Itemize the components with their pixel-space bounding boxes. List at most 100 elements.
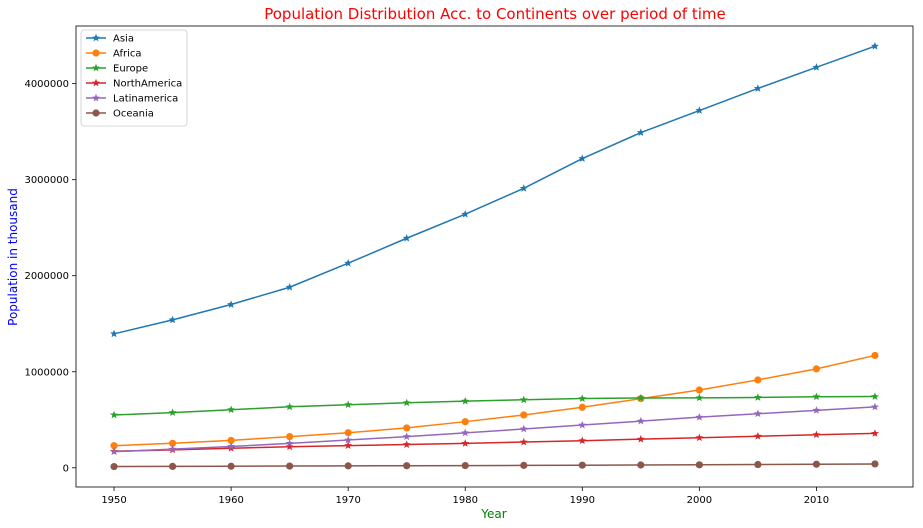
data-point-northamerica bbox=[519, 437, 528, 446]
data-point-africa bbox=[286, 432, 294, 441]
legend-label: Africa bbox=[113, 49, 142, 60]
data-point-europe bbox=[402, 398, 411, 407]
legend-box bbox=[80, 29, 188, 127]
data-point-northamerica bbox=[402, 440, 411, 448]
data-point-europe bbox=[578, 394, 587, 402]
data-point-asia bbox=[285, 283, 294, 291]
data-point-oceania bbox=[812, 460, 821, 468]
data-point-oceania bbox=[637, 461, 645, 469]
y-tick-label: 0 bbox=[63, 463, 69, 474]
data-point-oceania bbox=[403, 462, 411, 470]
y-tick-label: 3000000 bbox=[24, 175, 69, 186]
data-point-northamerica bbox=[285, 442, 294, 451]
data-point-latinamerica bbox=[870, 402, 879, 411]
x-tick-label: 1950 bbox=[101, 495, 126, 506]
data-point-latinamerica bbox=[227, 442, 236, 450]
data-point-europe bbox=[636, 393, 645, 402]
data-point-latinamerica bbox=[695, 412, 704, 421]
data-point-europe bbox=[753, 393, 762, 401]
data-point-africa bbox=[871, 351, 879, 360]
data-point-africa bbox=[403, 424, 411, 432]
data-point-asia bbox=[168, 315, 177, 324]
x-tick-label: 2010 bbox=[804, 495, 829, 506]
data-point-africa bbox=[110, 442, 118, 450]
data-point-europe bbox=[870, 392, 879, 400]
data-point-asia bbox=[578, 154, 587, 162]
data-point-europe bbox=[344, 400, 353, 409]
x-tick-label: 1970 bbox=[335, 495, 360, 506]
data-point-europe bbox=[519, 395, 528, 404]
data-point-africa bbox=[520, 411, 528, 419]
data-point-northamerica bbox=[636, 434, 645, 443]
data-point-latinamerica bbox=[344, 435, 353, 444]
legend-marker bbox=[92, 78, 100, 87]
data-point-africa bbox=[578, 403, 586, 411]
data-point-asia bbox=[812, 63, 821, 71]
series-line-latinamerica bbox=[114, 406, 875, 453]
data-point-latinamerica bbox=[110, 447, 119, 456]
legend-label: Latinamerica bbox=[113, 94, 178, 105]
x-tick-label: 2000 bbox=[687, 495, 712, 506]
data-point-oceania bbox=[578, 461, 586, 469]
data-point-latinamerica bbox=[812, 406, 821, 414]
legend-label: Europe bbox=[113, 64, 148, 75]
legend-label: Oceania bbox=[113, 109, 154, 120]
data-point-europe bbox=[168, 408, 177, 416]
y-tick-label: 4000000 bbox=[24, 79, 69, 90]
data-point-europe bbox=[110, 410, 119, 419]
data-point-europe bbox=[695, 393, 704, 402]
data-point-asia bbox=[636, 128, 645, 136]
legend-label: Asia bbox=[113, 34, 134, 45]
data-point-oceania bbox=[286, 462, 294, 470]
series-line-africa bbox=[114, 354, 876, 447]
data-point-europe bbox=[285, 402, 294, 411]
data-point-latinamerica bbox=[168, 444, 177, 453]
x-tick-label: 1960 bbox=[218, 495, 243, 506]
x-axis-label: Year bbox=[480, 507, 506, 521]
legend-marker bbox=[92, 93, 100, 102]
data-point-northamerica bbox=[578, 436, 587, 445]
data-point-latinamerica bbox=[519, 424, 528, 433]
data-point-latinamerica bbox=[578, 420, 587, 429]
legend-marker bbox=[92, 63, 100, 72]
series-line-europe bbox=[114, 395, 875, 416]
data-point-northamerica bbox=[461, 439, 470, 447]
data-point-asia bbox=[870, 41, 879, 50]
data-point-europe bbox=[461, 396, 470, 405]
data-point-oceania bbox=[110, 462, 118, 471]
x-tick-label: 1980 bbox=[453, 495, 478, 506]
data-point-oceania bbox=[520, 461, 528, 469]
data-point-northamerica bbox=[812, 430, 821, 439]
data-point-asia bbox=[402, 234, 411, 242]
series-line-asia bbox=[113, 45, 876, 335]
data-point-latinamerica bbox=[402, 432, 411, 440]
data-point-northamerica bbox=[753, 431, 762, 440]
data-point-africa bbox=[227, 436, 235, 445]
data-point-oceania bbox=[168, 462, 177, 470]
data-point-europe bbox=[812, 392, 821, 401]
data-point-asia bbox=[344, 259, 353, 267]
data-point-asia bbox=[461, 210, 470, 218]
data-point-africa bbox=[168, 439, 177, 447]
data-point-africa bbox=[695, 386, 703, 394]
data-point-asia bbox=[110, 329, 119, 338]
legend-marker bbox=[92, 109, 100, 117]
data-point-africa bbox=[754, 376, 762, 384]
chart-title: Population Distribution Acc. to Continen… bbox=[264, 5, 726, 23]
data-point-latinamerica bbox=[461, 428, 470, 437]
data-point-asia bbox=[695, 106, 704, 114]
y-axis-label: Population in thousand bbox=[6, 188, 20, 326]
data-point-latinamerica bbox=[636, 416, 645, 425]
y-tick-label: 1000000 bbox=[24, 367, 69, 378]
data-point-latinamerica bbox=[285, 439, 294, 447]
data-point-oceania bbox=[227, 462, 235, 470]
data-point-asia bbox=[227, 300, 236, 308]
plot-frame bbox=[75, 25, 914, 488]
data-point-northamerica bbox=[344, 441, 353, 449]
data-point-africa bbox=[812, 365, 821, 373]
data-point-latinamerica bbox=[753, 409, 762, 418]
data-point-asia bbox=[753, 84, 762, 92]
data-point-oceania bbox=[461, 461, 469, 470]
legend-label: NorthAmerica bbox=[113, 79, 182, 90]
